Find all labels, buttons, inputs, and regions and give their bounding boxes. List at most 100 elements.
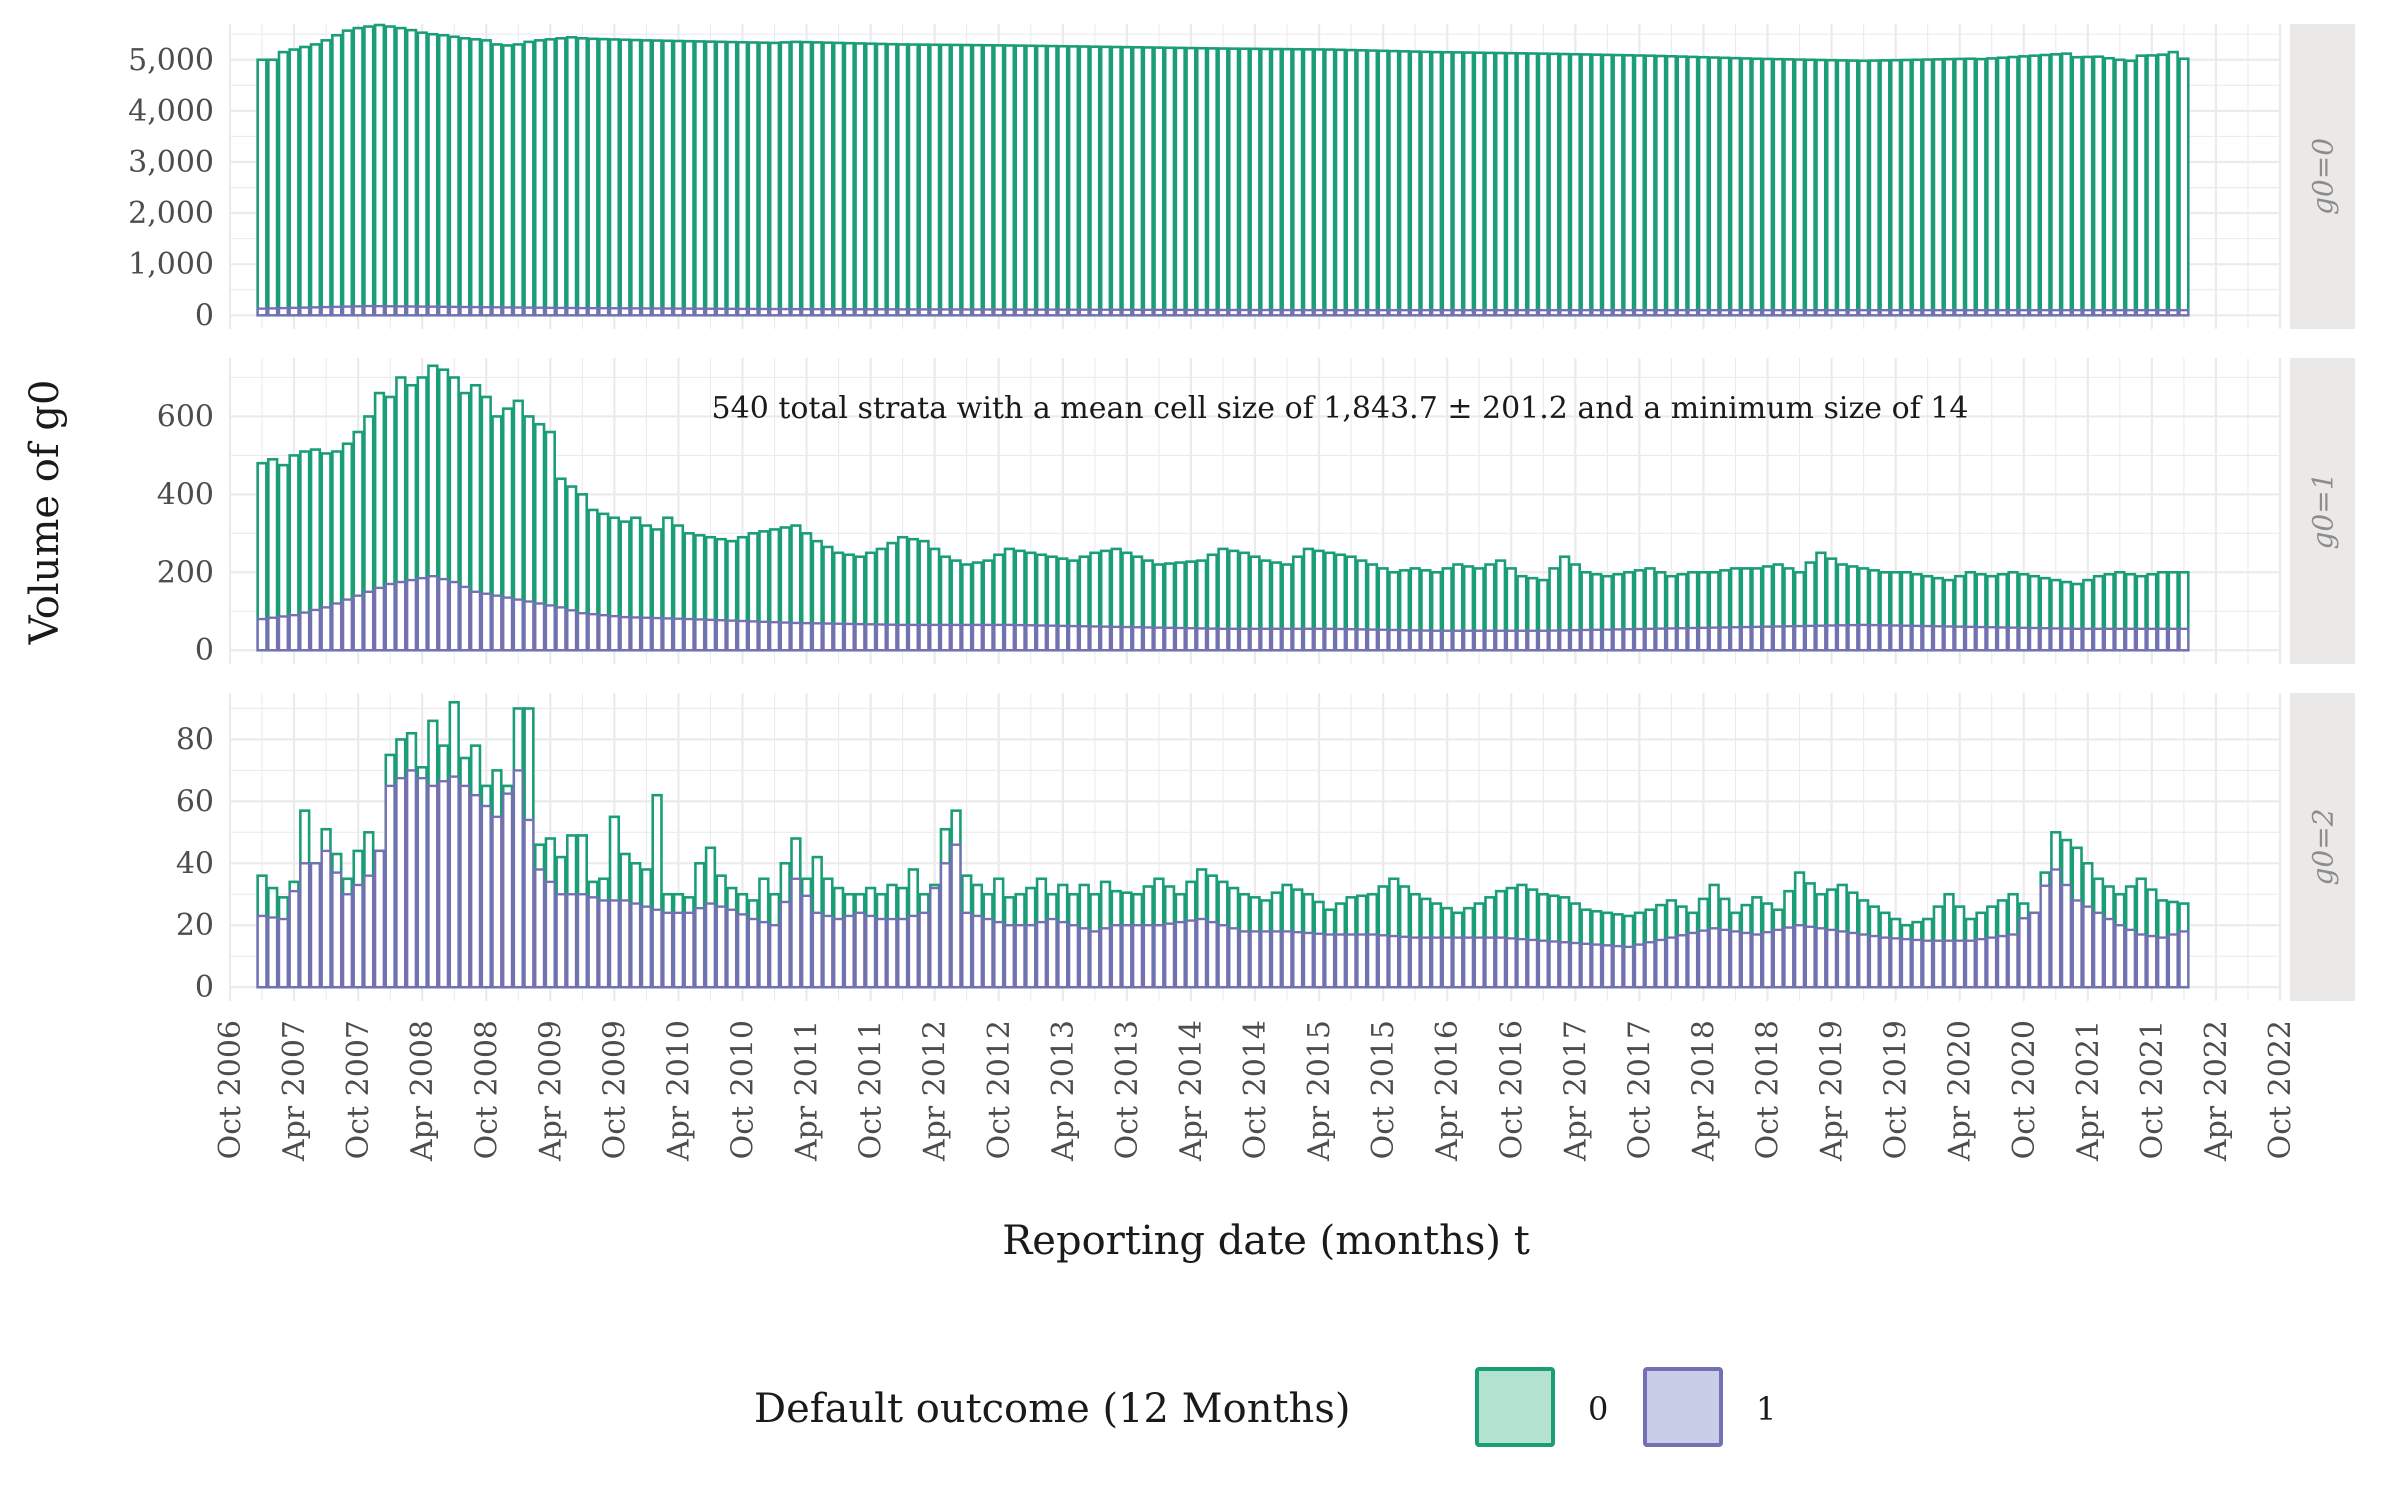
y-tick-label: 1,000 [128,247,214,282]
bar-outcome-0 [363,25,375,317]
bar-outcome-1 [1751,308,1763,317]
bar-outcome-1 [566,893,578,989]
bar-outcome-0 [1377,49,1389,317]
bar-outcome-1 [1868,623,1880,652]
y-tick-label: 0 [195,633,214,668]
bar-outcome-1 [1879,624,1891,652]
bar-outcome-0 [1409,50,1421,317]
bar-outcome-1 [267,616,279,652]
bar-outcome-1 [843,308,855,317]
bar-outcome-0 [267,58,279,317]
bar-outcome-1 [1975,625,1987,652]
bar-outcome-1 [1057,920,1069,989]
bar-outcome-0 [2124,59,2137,317]
bar-outcome-1 [1174,626,1186,652]
bar-outcome-1 [437,305,450,317]
bar-outcome-0 [1644,54,1656,317]
bar-outcome-1 [1548,629,1560,652]
bar-outcome-1 [555,306,567,317]
bar-outcome-1 [768,924,781,989]
bar-outcome-1 [2071,308,2083,317]
bar-outcome-1 [1996,934,2008,989]
bar-outcome-1 [363,590,375,652]
bar-outcome-1 [715,905,727,989]
bar-outcome-1 [1783,625,1795,652]
bar-outcome-1 [523,600,535,652]
bar-outcome-1 [2039,308,2051,317]
bar-outcome-1 [2092,627,2105,652]
bar-outcome-1 [405,305,418,317]
bar-outcome-1 [1078,308,1090,317]
bar-outcome-1 [1783,308,1795,317]
bar-outcome-1 [1516,308,1528,317]
bar-outcome-0 [1142,46,1154,317]
bar-outcome-1 [512,598,524,652]
bar-outcome-1 [1078,625,1090,652]
bar-outcome-1 [1527,629,1539,652]
bar-outcome-1 [1238,308,1250,317]
bar-outcome-1 [865,308,877,317]
bar-outcome-0 [1665,54,1678,317]
bar-outcome-1 [1035,624,1048,652]
bar-outcome-0 [1356,49,1368,317]
bar-outcome-1 [1057,624,1069,652]
bar-outcome-1 [1655,627,1667,652]
bar-outcome-1 [929,308,941,317]
bar-outcome-0 [523,40,535,317]
x-tick-label: Apr 2012 [918,1020,953,1162]
facet-2: 0 20 40 60 80 g0=2 [176,693,2355,1005]
bar-outcome-1 [1473,308,1485,317]
bar-outcome-1 [1932,939,1944,989]
bar-outcome-1 [1409,936,1421,989]
bar-outcome-1 [1527,308,1539,317]
bar-outcome-1 [1196,917,1208,989]
bar-outcome-0 [1302,48,1315,317]
bar-outcome-0 [1558,52,1571,317]
bar-outcome-1 [1761,930,1774,989]
bar-outcome-0 [1334,48,1347,317]
bar-outcome-1 [277,615,289,652]
bar-outcome-1 [1986,936,1998,989]
bar-outcome-1 [1217,924,1229,989]
bar-outcome-1 [1249,308,1261,317]
bar-outcome-0 [907,43,920,317]
bar-outcome-1 [1858,933,1870,989]
bar-outcome-0 [2092,55,2105,317]
bar-outcome-1 [1270,930,1282,989]
bar-outcome-1 [1879,308,1891,317]
bar-outcome-1 [929,623,941,652]
y-tick-label: 0 [195,298,214,333]
bar-outcome-1 [1099,927,1112,989]
bar-outcome-1 [320,849,332,989]
bar-outcome-1 [576,306,588,317]
bar-outcome-0 [929,43,941,317]
bar-outcome-0 [961,43,973,317]
bar-outcome-1 [1462,308,1475,317]
bar-outcome-0 [747,41,759,317]
bar-outcome-1 [715,307,727,317]
bar-outcome-1 [1462,629,1475,652]
bar-outcome-1 [1313,627,1325,652]
bar-outcome-1 [1046,917,1058,989]
x-tick-label: Oct 2022 [2263,1020,2298,1159]
bar-outcome-1 [1719,308,1731,317]
bar-outcome-1 [1537,629,1549,652]
bar-outcome-0 [1067,45,1080,317]
bar-outcome-0 [726,40,738,317]
bar-outcome-1 [608,899,620,989]
bar-outcome-1 [1206,308,1218,317]
bar-outcome-1 [1377,628,1389,652]
bar-outcome-1 [2007,933,2019,989]
bar-outcome-1 [1751,625,1763,652]
bar-outcome-1 [683,617,695,652]
bar-outcome-1 [566,306,578,317]
bar-outcome-0 [1708,56,1720,317]
bar-outcome-1 [1697,929,1710,989]
bar-outcome-1 [630,307,642,317]
bar-outcome-0 [1366,49,1379,317]
bar-outcome-1 [1836,624,1848,652]
bar-outcome-0 [448,35,460,317]
bar-outcome-0 [950,43,962,317]
bar-outcome-1 [1676,308,1688,317]
